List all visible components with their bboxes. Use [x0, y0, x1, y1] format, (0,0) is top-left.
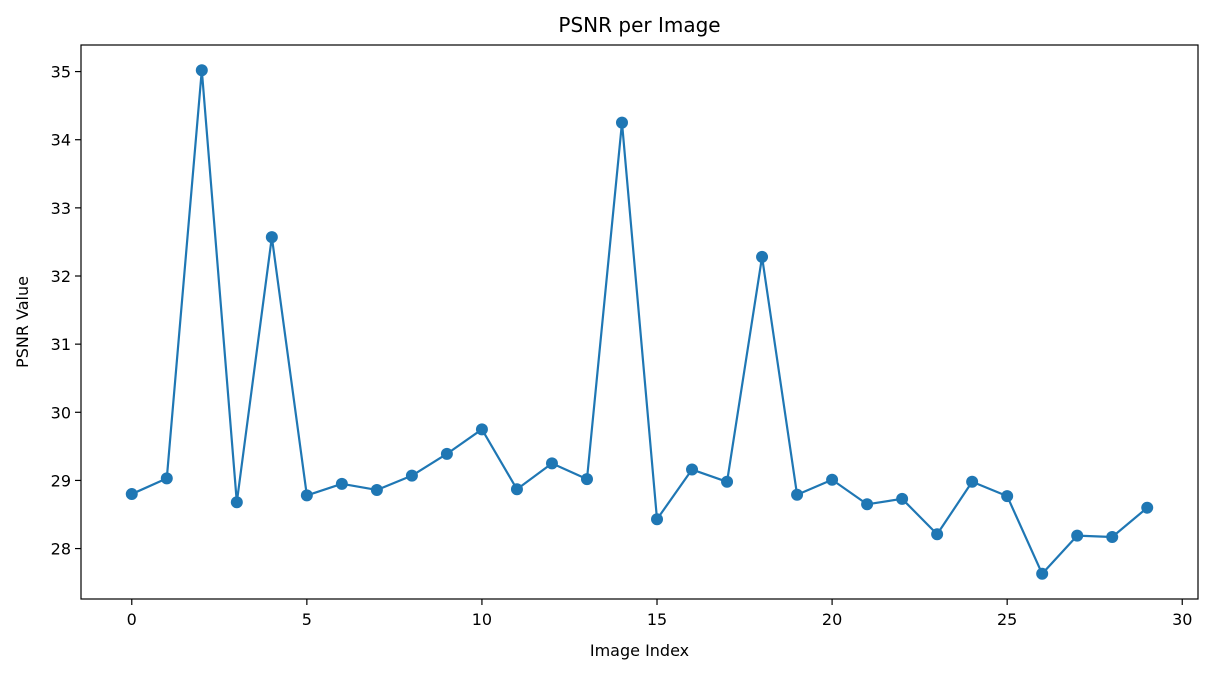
data-point — [440, 447, 453, 460]
y-tick-label: 33 — [51, 199, 71, 218]
x-axis: 0 5 10 15 20 25 30 — [127, 599, 1192, 629]
chart-title: PSNR per Image — [558, 13, 720, 37]
data-point — [931, 528, 944, 541]
data-point — [300, 489, 313, 502]
data-point — [510, 483, 523, 496]
data-point — [370, 483, 383, 496]
x-tick-label: 0 — [127, 610, 137, 629]
data-point — [475, 423, 488, 436]
y-axis: 28 29 30 31 32 33 34 35 — [51, 63, 81, 559]
data-point — [405, 469, 418, 482]
plot-frame — [80, 44, 1199, 600]
x-tick-label: 10 — [472, 610, 492, 629]
data-point — [1036, 567, 1049, 580]
data-point — [545, 457, 558, 470]
y-tick-label: 31 — [51, 335, 71, 354]
data-point — [195, 64, 208, 77]
y-tick-label: 35 — [51, 63, 71, 82]
x-axis-title: Image Index — [590, 641, 689, 660]
x-tick-label: 20 — [822, 610, 842, 629]
data-point — [230, 496, 243, 509]
data-point — [1141, 501, 1154, 514]
data-point — [721, 475, 734, 488]
y-tick-label: 29 — [51, 471, 71, 490]
data-point — [1106, 530, 1119, 543]
data-point — [896, 492, 909, 505]
data-point — [686, 463, 699, 476]
data-point — [966, 475, 979, 488]
data-point — [125, 488, 138, 501]
data-point — [615, 116, 628, 129]
data-point — [1071, 529, 1084, 542]
data-point — [791, 488, 804, 501]
series-line — [131, 69, 1148, 575]
data-point — [265, 231, 278, 244]
data-point — [335, 477, 348, 490]
data-point — [651, 513, 664, 526]
y-tick-label: 32 — [51, 267, 71, 286]
data-point — [1001, 490, 1014, 503]
data-point — [826, 473, 839, 486]
y-axis-title: PSNR Value — [13, 276, 32, 368]
data-point — [756, 250, 769, 263]
data-point — [861, 498, 874, 511]
data-point — [580, 473, 593, 486]
x-tick-label: 15 — [647, 610, 667, 629]
y-tick-label: 34 — [51, 131, 71, 150]
plot-area — [125, 64, 1154, 580]
x-tick-label: 25 — [997, 610, 1017, 629]
y-tick-label: 30 — [51, 403, 71, 422]
data-point — [160, 472, 173, 485]
x-tick-label: 5 — [302, 610, 312, 629]
y-tick-label: 28 — [51, 540, 71, 559]
x-tick-label: 30 — [1172, 610, 1192, 629]
